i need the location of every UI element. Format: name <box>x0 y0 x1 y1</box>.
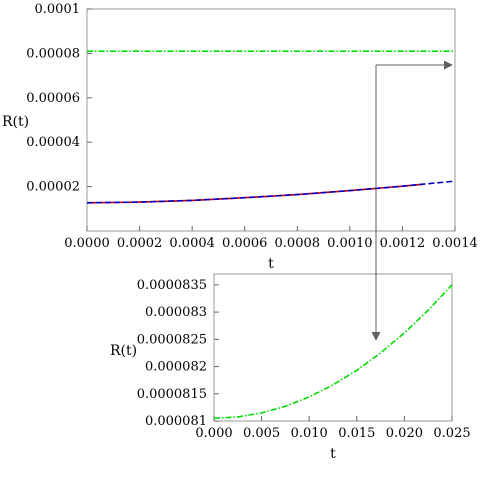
x-tick-label: 0.0006 <box>222 236 268 251</box>
x-tick-label: 0.0002 <box>117 236 163 251</box>
x-tick-label: 0.0014 <box>432 236 478 251</box>
series-line-2 <box>86 180 456 204</box>
x-tick-label: 0.0008 <box>275 236 321 251</box>
y-tick-label: 0.0000815 <box>137 387 207 402</box>
x-tick-label: 0.010 <box>291 426 328 441</box>
y-tick-label: 0.00006 <box>26 91 80 106</box>
x-axis-label: t <box>268 256 274 272</box>
y-tick-label: 0.00008 <box>26 46 80 61</box>
y-tick-label: 0.00004 <box>26 135 80 150</box>
y-tick-label: 0.0000825 <box>137 332 207 347</box>
series-line-1 <box>86 183 424 204</box>
x-tick-label: 0.015 <box>338 426 375 441</box>
plot-frame <box>213 273 453 422</box>
y-axis-label: R(t) <box>110 343 137 359</box>
x-tick-label: 0.0000 <box>64 236 110 251</box>
x-tick-label: 0.000 <box>195 426 232 441</box>
y-tick-label: 0.000081 <box>145 414 207 429</box>
x-tick-label: 0.025 <box>433 426 470 441</box>
x-tick-label: 0.0012 <box>380 236 426 251</box>
x-tick-label: 0.0010 <box>327 236 373 251</box>
y-axis-label: R(t) <box>2 114 29 130</box>
x-tick-label: 0.005 <box>243 426 280 441</box>
y-tick-label: 0.000083 <box>145 305 207 320</box>
series-line-0 <box>213 284 453 420</box>
inset-chart: 0.000 0.005 0.010 0.015 0.020 0.025 0.000081 0.… <box>110 273 471 462</box>
y-tick-label: 0.0001 <box>35 2 81 17</box>
x-tick-label: 0.0004 <box>169 236 215 251</box>
main-chart: 0.0000 0.0002 0.0004 0.0006 0.0008 0.0010 0.00… <box>2 2 478 272</box>
x-axis-label: t <box>330 446 336 462</box>
y-tick-label: 0.00002 <box>26 180 80 195</box>
zoom-connector-arrows <box>371 60 453 341</box>
x-tick-label: 0.020 <box>386 426 423 441</box>
plot-frame <box>86 8 456 232</box>
y-tick-label: 0.0000835 <box>137 278 207 293</box>
y-tick-label: 0.000082 <box>145 360 207 375</box>
